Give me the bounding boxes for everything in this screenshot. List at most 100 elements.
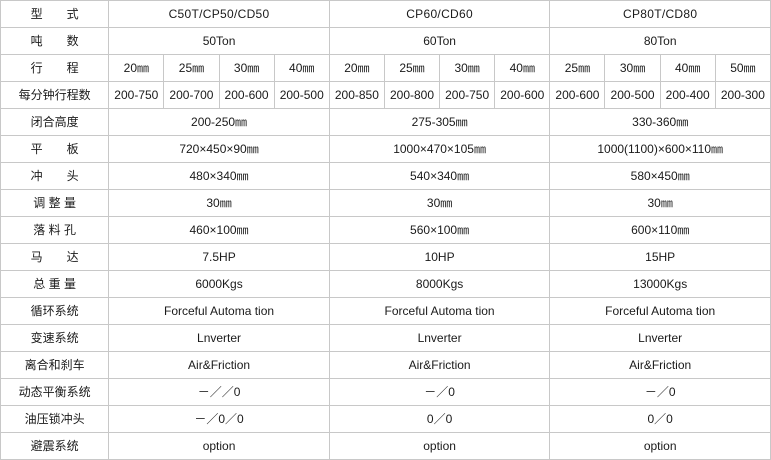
row-label-stroke: 行 程 — [0, 54, 110, 82]
table-cell: C50T/CP50/CD50 — [108, 0, 330, 28]
table-row: 油压锁冲头 －／0／0 0／0 0／0 — [0, 405, 771, 433]
table-cell: 580×450㎜ — [549, 162, 771, 190]
row-label-hydraulic-lock: 油压锁冲头 — [0, 405, 110, 433]
table-row: 调 整 量 30㎜ 30㎜ 30㎜ — [0, 189, 771, 217]
table-cell: 200-300 — [714, 81, 771, 109]
table-row: 避震系统 option option option — [0, 432, 771, 460]
table-row: 行 程 20㎜ 25㎜ 30㎜ 40㎜ 20㎜ 25㎜ 30㎜ 40㎜ 25㎜ 30㎜ 40㎜ 50㎜ — [0, 54, 771, 82]
table-cell: 200-600 — [218, 81, 275, 109]
table-cell: 200-500 — [273, 81, 330, 109]
table-row: 冲 头 480×340㎜ 540×340㎜ 580×450㎜ — [0, 162, 771, 190]
table-cell: Forceful Automa tion — [108, 297, 330, 325]
table-row: 循环系统 Forceful Automa tion Forceful Automa … — [0, 297, 771, 325]
table-cell: 200-750 — [108, 81, 165, 109]
table-cell: 40㎜ — [273, 54, 330, 82]
table-row: 动态平衡系统 －／／0 －／0 －／0 — [0, 378, 771, 406]
row-label-dynamic-balance: 动态平衡系统 — [0, 378, 110, 406]
table-cell: 460×100㎜ — [108, 216, 330, 244]
table-cell: －／0 — [328, 378, 551, 406]
table-cell: 8000Kgs — [328, 270, 551, 298]
table-cell: 200-850 — [328, 81, 385, 109]
table-cell: 30㎜ — [218, 54, 275, 82]
row-label-clutch-brake: 离合和刹车 — [0, 351, 110, 379]
table-cell: 50㎜ — [714, 54, 771, 82]
table-cell: －／0 — [549, 378, 771, 406]
table-cell: CP60/CD60 — [328, 0, 551, 28]
table-cell: CP80T/CD80 — [549, 0, 771, 28]
table-cell: 560×100㎜ — [328, 216, 551, 244]
table-cell: 25㎜ — [549, 54, 606, 82]
table-cell: 13000Kgs — [549, 270, 771, 298]
row-label-shut-height: 闭合高度 — [0, 108, 110, 136]
table-cell: Air&Friction — [549, 351, 771, 379]
table-cell: 200-750 — [439, 81, 496, 109]
table-cell: 275-305㎜ — [328, 108, 551, 136]
table-cell: 15HP — [549, 243, 771, 271]
table-cell: 6000Kgs — [108, 270, 330, 298]
table-cell: 50Ton — [108, 27, 330, 55]
table-cell: －／／0 — [108, 378, 330, 406]
row-label-slide: 冲 头 — [0, 162, 110, 190]
row-label-strokes-per-minute: 每分钟行程数 — [0, 81, 110, 109]
table-cell: 30㎜ — [108, 189, 330, 217]
table-cell: 540×340㎜ — [328, 162, 551, 190]
table-cell: Forceful Automa tion — [549, 297, 771, 325]
table-cell: 10HP — [328, 243, 551, 271]
table-cell: Air&Friction — [108, 351, 330, 379]
table-cell: 30㎜ — [328, 189, 551, 217]
row-label-chute-hole: 落 料 孔 — [0, 216, 110, 244]
table-cell: 600×110㎜ — [549, 216, 771, 244]
table-cell: option — [328, 432, 551, 460]
table-row: 平 板 720×450×90㎜ 1000×470×105㎜ 1000(1100)×60… — [0, 135, 771, 163]
row-label-tonnage: 吨 数 — [0, 27, 110, 55]
table-row: 总 重 量 6000Kgs 8000Kgs 13000Kgs — [0, 270, 771, 298]
table-cell: 30㎜ — [604, 54, 661, 82]
table-cell: 200-700 — [163, 81, 220, 109]
table-cell: 7.5HP — [108, 243, 330, 271]
table-cell: 1000(1100)×600×110㎜ — [549, 135, 771, 163]
table-cell: Lnverter — [549, 324, 771, 352]
table-cell: 200-400 — [659, 81, 716, 109]
table-row: 每分钟行程数 200-750 200-700 200-600 200-500 200-85… — [0, 81, 771, 109]
table-cell: option — [108, 432, 330, 460]
table-cell: Lnverter — [108, 324, 330, 352]
table-cell: 200-800 — [383, 81, 441, 109]
table-cell: 80Ton — [549, 27, 771, 55]
row-label-lubrication: 循环系统 — [0, 297, 110, 325]
table-row: 型 式 C50T/CP50/CD50 CP60/CD60 CP80T/CD80 — [0, 0, 771, 28]
table-cell: 1000×470×105㎜ — [328, 135, 551, 163]
table-cell: 480×340㎜ — [108, 162, 330, 190]
table-cell: 30㎜ — [549, 189, 771, 217]
table-cell: 200-500 — [604, 81, 661, 109]
table-cell: 40㎜ — [494, 54, 551, 82]
table-cell: Air&Friction — [328, 351, 551, 379]
table-cell: －／0／0 — [108, 405, 330, 433]
table-cell: Forceful Automa tion — [328, 297, 551, 325]
table-row: 吨 数 50Ton 60Ton 80Ton — [0, 27, 771, 55]
row-label-type: 型 式 — [0, 0, 110, 28]
row-label-adjustment: 调 整 量 — [0, 189, 110, 217]
table-cell: Lnverter — [328, 324, 551, 352]
table-cell: 200-600 — [494, 81, 551, 109]
table-cell: 25㎜ — [383, 54, 441, 82]
table-cell: 60Ton — [328, 27, 551, 55]
table-cell: 20㎜ — [108, 54, 165, 82]
table-cell: 0／0 — [549, 405, 771, 433]
table-cell: 20㎜ — [328, 54, 385, 82]
table-row: 马 达 7.5HP 10HP 15HP — [0, 243, 771, 271]
table-row: 闭合高度 200-250㎜ 275-305㎜ 330-360㎜ — [0, 108, 771, 136]
table-row: 落 料 孔 460×100㎜ 560×100㎜ 600×110㎜ — [0, 216, 771, 244]
row-label-speed-system: 变速系统 — [0, 324, 110, 352]
row-label-bolster: 平 板 — [0, 135, 110, 163]
table-row: 离合和刹车 Air&Friction Air&Friction Air&Frictio… — [0, 351, 771, 379]
table-row: 变速系统 Lnverter Lnverter Lnverter — [0, 324, 771, 352]
row-label-motor: 马 达 — [0, 243, 110, 271]
table-cell: 720×450×90㎜ — [108, 135, 330, 163]
table-cell: 200-250㎜ — [108, 108, 330, 136]
table-cell: 200-600 — [549, 81, 606, 109]
row-label-shock-absorb: 避震系统 — [0, 432, 110, 460]
table-cell: 330-360㎜ — [549, 108, 771, 136]
table-cell: 40㎜ — [659, 54, 716, 82]
